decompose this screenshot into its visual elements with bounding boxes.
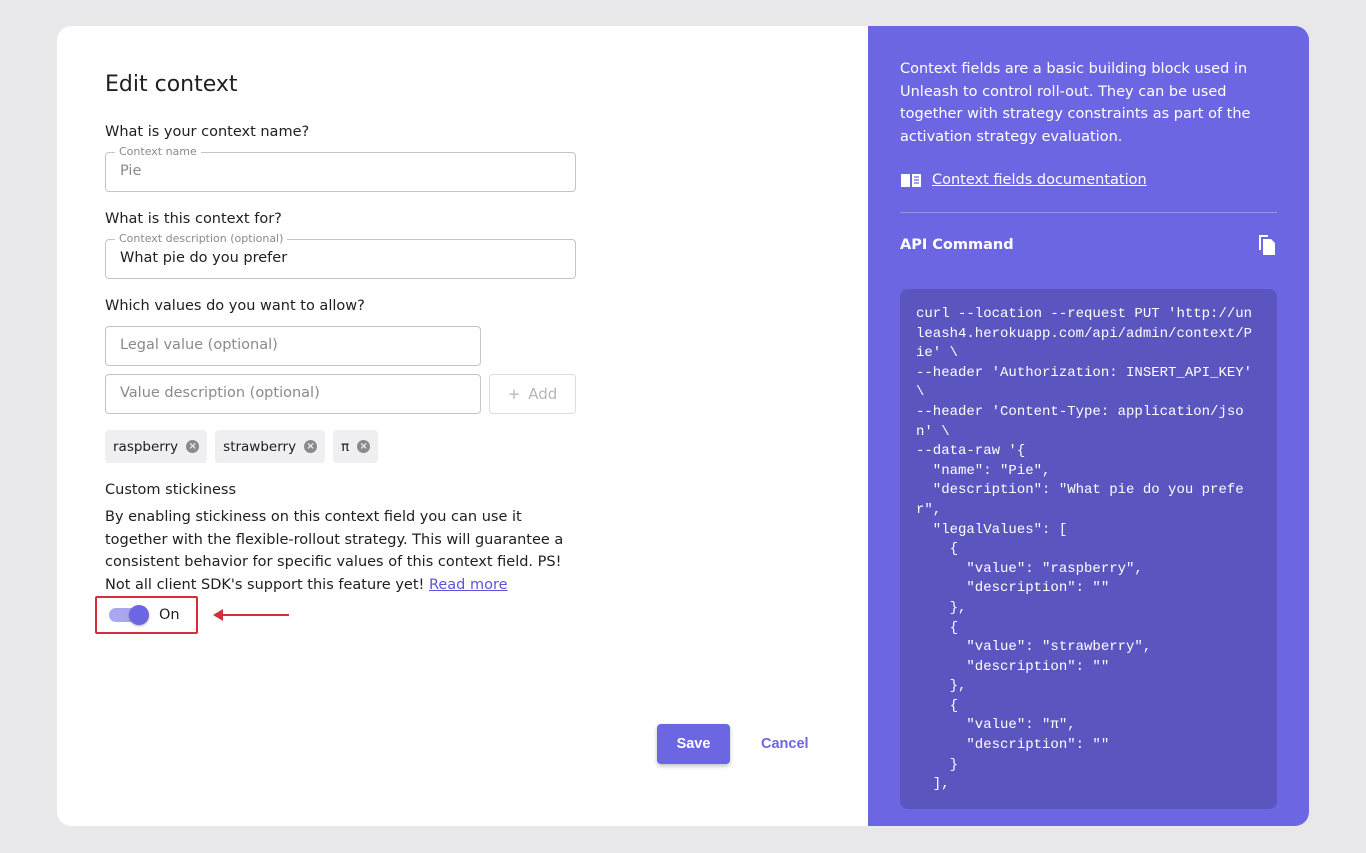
documentation-link-row[interactable]: Context fields documentation	[900, 172, 1277, 188]
api-command-title: API Command	[900, 237, 1014, 253]
remove-icon[interactable]: ×	[357, 440, 371, 453]
cancel-button[interactable]: Cancel	[751, 724, 819, 764]
code-text: curl --location --request PUT 'http://un…	[916, 306, 1253, 793]
context-fields-documentation-link[interactable]: Context fields documentation	[932, 172, 1147, 188]
toggle-switch[interactable]	[109, 605, 149, 625]
context-name-value: Pie	[120, 163, 142, 179]
context-description-label: Context description (optional)	[115, 232, 288, 245]
remove-icon[interactable]: ×	[186, 440, 200, 453]
name-question: What is your context name?	[105, 124, 310, 140]
stickiness-description: By enabling stickiness on this context f…	[105, 506, 585, 596]
stickiness-text: By enabling stickiness on this context f…	[105, 509, 564, 593]
values-question: Which values do you want to allow?	[105, 298, 365, 314]
sidebar-description: Context fields are a basic building bloc…	[900, 61, 1251, 145]
legal-value-input[interactable]: Legal value (optional)	[105, 326, 481, 366]
copy-icon[interactable]	[1257, 233, 1277, 257]
chip: strawberry ×	[215, 430, 326, 463]
context-description-input[interactable]: Context description (optional) What pie d…	[105, 232, 576, 279]
remove-icon[interactable]: ×	[304, 440, 318, 453]
chip-label: strawberry	[223, 438, 297, 455]
divider	[900, 212, 1277, 213]
add-button[interactable]: + Add	[489, 374, 576, 414]
value-description-input[interactable]: Value description (optional)	[105, 374, 481, 414]
edit-context-card: Edit context What is your context name? …	[57, 26, 1309, 826]
chip-label: π	[341, 438, 350, 455]
toggle-thumb	[129, 605, 149, 625]
form-panel: Edit context What is your context name? …	[57, 26, 868, 826]
save-button[interactable]: Save	[657, 724, 730, 764]
arrow-annotation	[213, 609, 289, 621]
api-command-header: API Command	[900, 233, 1277, 257]
context-description-value: What pie do you prefer	[120, 250, 288, 266]
context-name-input[interactable]: Context name Pie	[105, 145, 576, 192]
plus-icon: +	[507, 385, 521, 403]
stickiness-title: Custom stickiness	[105, 482, 237, 498]
read-more-link[interactable]: Read more	[428, 576, 508, 593]
legal-values-list: raspberry × strawberry × π ×	[105, 430, 379, 463]
chip: raspberry ×	[105, 430, 208, 463]
toggle-label: On	[159, 607, 180, 623]
page-title: Edit context	[105, 72, 238, 97]
chip-label: raspberry	[113, 438, 179, 455]
context-name-label: Context name	[115, 145, 201, 158]
api-command-code: curl --location --request PUT 'http://un…	[900, 289, 1277, 809]
stickiness-toggle[interactable]: On	[95, 596, 198, 634]
add-label: Add	[528, 385, 558, 403]
book-icon	[901, 174, 921, 187]
purpose-question: What is this context for?	[105, 211, 282, 227]
info-sidebar: Context fields are a basic building bloc…	[868, 26, 1309, 826]
chip: π ×	[333, 430, 379, 463]
